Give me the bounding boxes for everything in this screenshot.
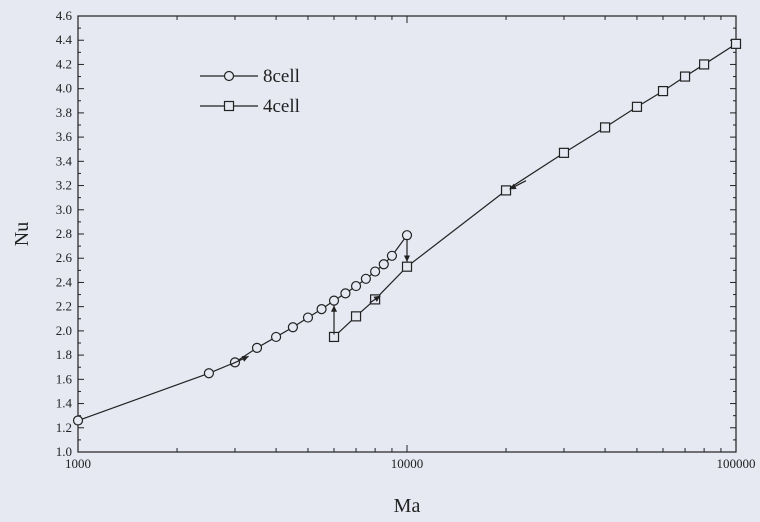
legend-label: 8cell [263,66,300,87]
legend-entry-8cell: 8cell [200,66,300,87]
y-tick-label: 4.4 [56,32,73,47]
data-point-8cell [72,415,84,426]
y-tick-label: 3.0 [56,202,72,217]
data-point-8cell [360,273,371,284]
arrow-head [330,305,338,312]
legend: 8cell 4cell [200,66,300,117]
arrow-annotation [509,180,527,190]
y-tick-label: 1.0 [56,444,72,459]
series-line-8cell [77,234,408,422]
data-point-4cell [679,71,691,82]
data-point-4cell [500,185,512,196]
y-tick-label: 1.8 [56,347,72,362]
legend-entry-4cell: 4cell [200,96,300,117]
y-tick-label: 1.2 [56,420,72,435]
data-point-8cell [302,312,314,323]
data-point-8cell [370,266,381,277]
data-point-4cell [350,311,362,322]
y-tick-label: 2.6 [56,250,73,265]
series-line-4cell [333,43,737,338]
y-tick-label: 1.4 [56,396,73,411]
data-point-8cell [401,230,413,241]
y-tick-label: 1.6 [56,371,73,386]
arrow-head [509,183,517,190]
data-point-4cell [401,261,413,272]
arrow-annotation [330,305,338,335]
y-tick-label: 3.8 [56,105,72,120]
arrow-annotation [369,295,381,304]
arrow-annotation [403,238,411,262]
y-tick-label: 4.6 [56,8,73,23]
arrow-annotation [229,355,249,366]
y-tick-label: 3.2 [56,178,72,193]
data-point-4cell [699,59,710,70]
data-point-8cell [340,288,351,299]
data-point-4cell [631,101,643,112]
data-point-8cell [316,303,327,315]
data-point-8cell [203,368,215,379]
y-tick-label: 4.2 [56,56,72,71]
arrow-head [403,255,411,262]
x-tick-label: 1000 [65,456,91,471]
legend-marker [223,70,235,82]
legend-marker [223,100,235,112]
y-tick-label: 2.2 [56,299,72,314]
data-point-4cell [558,147,570,158]
x-axis-label: Ma [394,495,421,517]
y-tick-label: 3.6 [56,129,73,144]
arrow-head [373,295,381,302]
data-point-4cell [657,85,669,97]
y-tick-label: 2.8 [56,226,72,241]
data-point-8cell [287,322,299,333]
y-tick-label: 3.4 [56,153,73,168]
data-point-4cell [599,122,611,133]
y-tick-label: 2.4 [56,274,73,289]
data-point-8cell [378,259,389,270]
data-point-8cell [251,342,263,353]
legend-label: 4cell [263,96,300,117]
data-point-8cell [328,295,340,306]
y-axis-label: Nu [11,222,33,246]
arrow-head [241,356,249,362]
y-tick-label: 2.0 [56,323,72,338]
data-point-8cell [350,280,362,292]
y-tick-label: 4.0 [56,81,72,96]
x-tick-label: 100000 [717,456,756,471]
x-tick-label: 10000 [391,456,424,471]
data-point-4cell [730,38,742,49]
data-point-8cell [270,331,282,343]
data-point-8cell [386,250,398,261]
